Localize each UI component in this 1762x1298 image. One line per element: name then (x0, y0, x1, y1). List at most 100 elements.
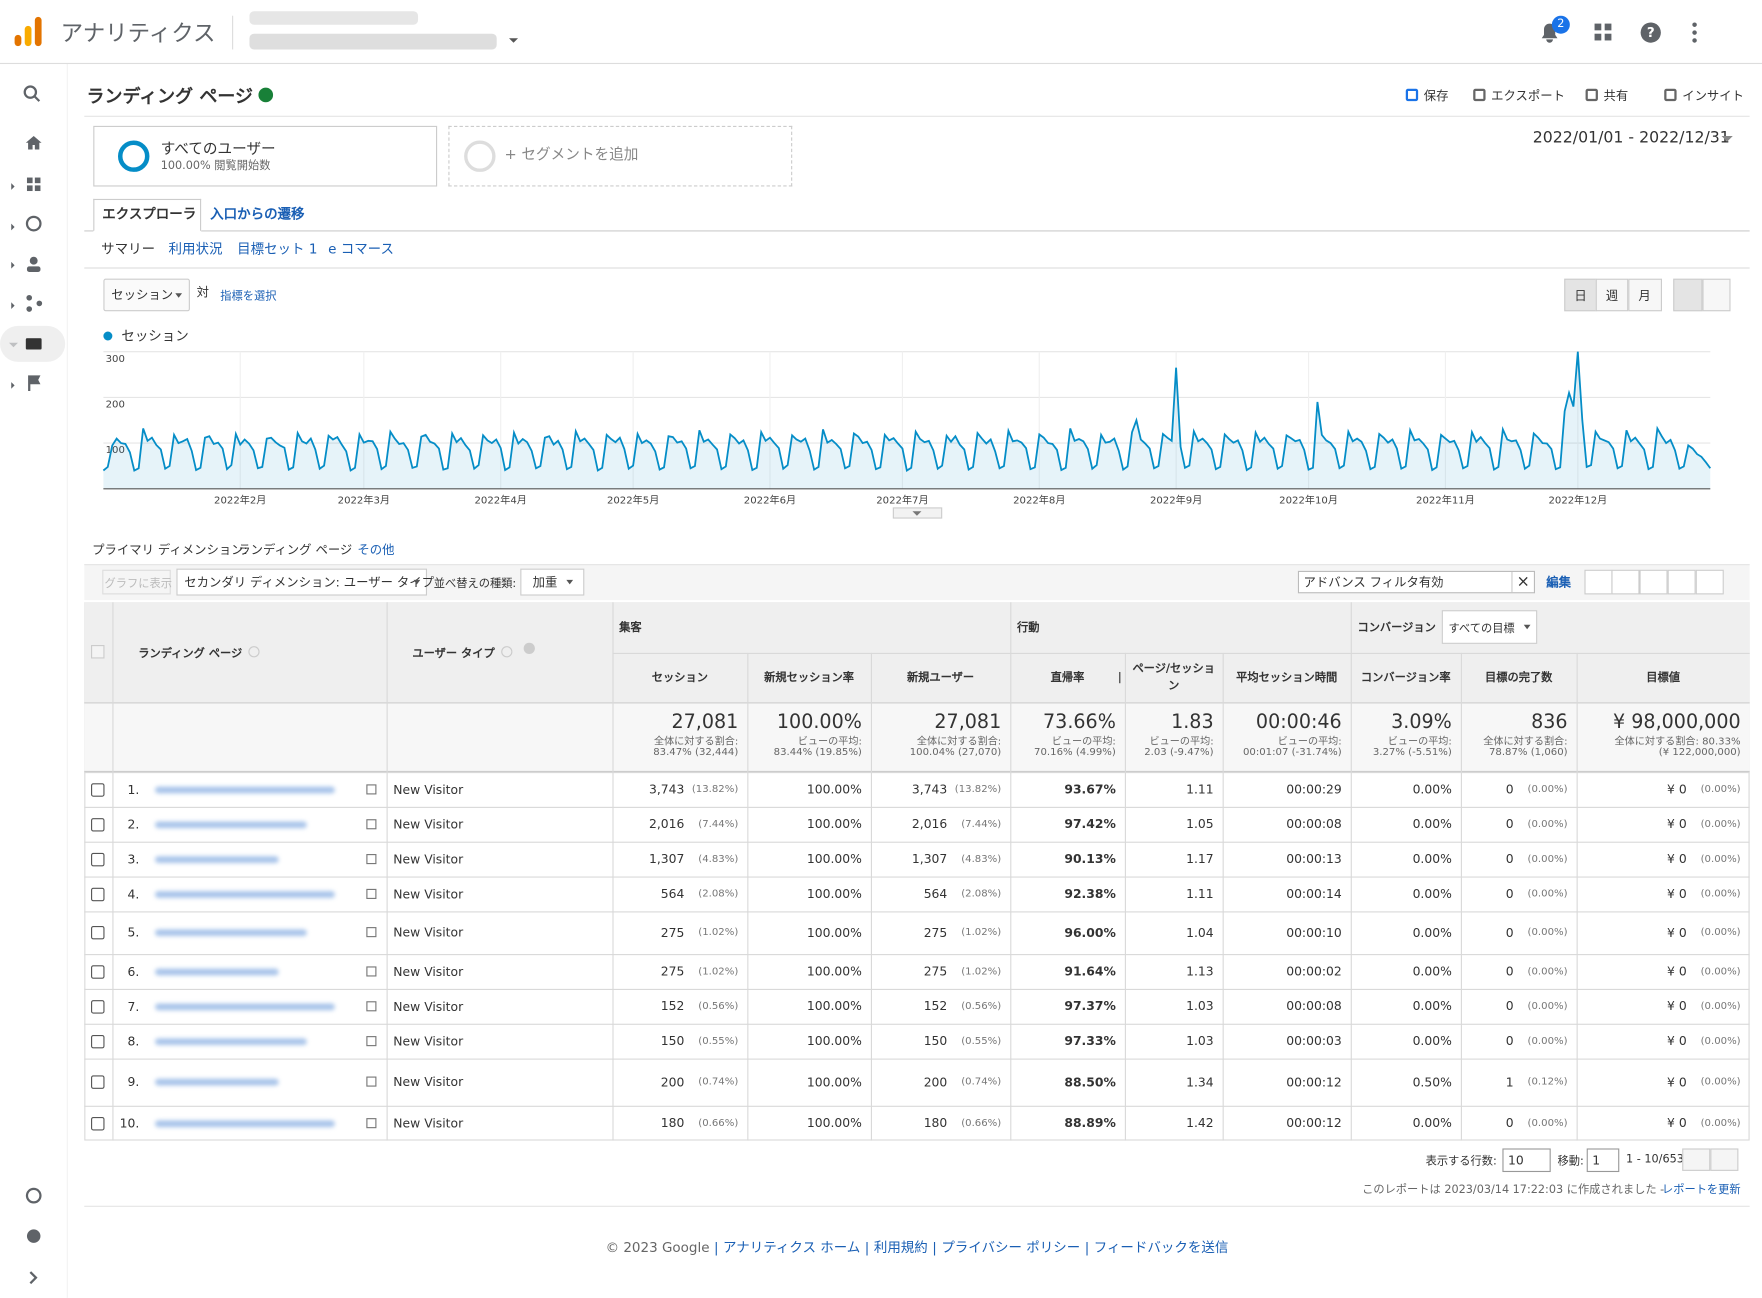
apps-icon[interactable] (1594, 23, 1612, 41)
tab[interactable]: エクスプローラ (102, 206, 197, 222)
help-icon[interactable] (1640, 22, 1661, 43)
blurred-page-link[interactable] (155, 1078, 279, 1086)
refresh-link[interactable]: レポートを更新 (1661, 1183, 1741, 1197)
column-header[interactable]: 直帰率 (1050, 671, 1085, 684)
view-button[interactable] (1667, 569, 1696, 595)
blurred-property (249, 33, 497, 50)
row-checkbox[interactable] (91, 1116, 105, 1130)
remove-dimension[interactable] (523, 642, 535, 655)
granularity-button[interactable] (1564, 278, 1597, 312)
more-icon[interactable] (1692, 22, 1697, 43)
footer-link[interactable]: プライバシー ポリシー (941, 1239, 1081, 1256)
chart-type-button[interactable] (1673, 278, 1703, 312)
row-checkbox[interactable] (91, 1034, 105, 1048)
cell: 100.00% (747, 772, 871, 807)
footer-link[interactable]: アナリティクス ホーム (723, 1239, 861, 1256)
goto-input[interactable] (1586, 1148, 1620, 1173)
add-segment[interactable]: + セグメントを追加 (504, 146, 639, 164)
blurred-page-link[interactable] (155, 1002, 335, 1010)
total-value: 27,081 (934, 711, 1002, 734)
action-button[interactable]: インサイト (1682, 88, 1745, 104)
rows-value: 10 (1508, 1153, 1524, 1169)
action-button[interactable]: エクスポート (1491, 88, 1565, 104)
row-checkbox[interactable] (91, 887, 105, 901)
subtab[interactable]: 目標セット 1 (237, 241, 318, 257)
goal-select[interactable] (1441, 610, 1538, 644)
column-header[interactable]: 新規ユーザー (906, 671, 975, 684)
select-metric[interactable]: 指標を選択 (220, 290, 277, 303)
blurred-page-link[interactable] (155, 1119, 335, 1127)
row-checkbox[interactable] (91, 782, 105, 797)
secondary-select[interactable] (176, 568, 428, 596)
total-label: ビューの平均: (1277, 736, 1342, 748)
column-header[interactable]: 目標の完了数 (1484, 671, 1553, 684)
row-checkbox[interactable] (91, 999, 105, 1014)
dropdown-arrow[interactable] (509, 38, 519, 43)
column-header[interactable]: 新規セッション率 (764, 671, 855, 684)
row-checkbox[interactable] (91, 852, 105, 866)
subtab[interactable]: e コマース (328, 241, 394, 257)
add-segment-card[interactable] (448, 125, 793, 187)
next-page[interactable] (1710, 1148, 1739, 1171)
rows-select[interactable] (1502, 1148, 1551, 1173)
footer-link[interactable]: 利用規約 (873, 1239, 928, 1256)
cell: 97.42% (1010, 807, 1125, 842)
cell-value: 275 (923, 964, 948, 979)
segment-card[interactable] (93, 125, 438, 187)
cell-percent: (1.02%) (961, 965, 1002, 978)
cell-value: 0.00% (1412, 851, 1452, 867)
column-border (1010, 602, 1012, 1141)
column-header[interactable]: ランディング ページ (138, 647, 243, 661)
blurred-page-link[interactable] (155, 968, 279, 975)
column-header[interactable]: 目標値 (1646, 671, 1680, 684)
blurred-page-link[interactable] (155, 929, 307, 937)
column-header[interactable]: 平均セッション時間 (1236, 671, 1338, 684)
view-button[interactable] (1695, 569, 1724, 595)
cell-percent: (0.12%) (1527, 1076, 1568, 1088)
row-checkbox[interactable] (91, 817, 105, 831)
blurred-page-link[interactable] (155, 1037, 307, 1045)
filter-clear[interactable]: × (1511, 571, 1533, 593)
cell: 0.00% (1351, 877, 1461, 912)
column-header[interactable]: ページ/セッション (1132, 662, 1215, 693)
cell-percent: (0.00%) (1700, 853, 1741, 865)
subtab[interactable]: 利用状況 (168, 241, 223, 257)
cell-value: 0.00% (1412, 782, 1452, 797)
tab[interactable]: 入口からの遷移 (210, 206, 305, 222)
filter-input[interactable] (1297, 570, 1536, 594)
search-icon[interactable] (23, 85, 41, 102)
column-header[interactable]: ユーザー タイプ (412, 647, 495, 661)
prev-page[interactable] (1682, 1148, 1711, 1171)
column-header[interactable]: セッション (651, 671, 708, 684)
subtab[interactable]: サマリー (101, 241, 156, 257)
cell-value: 0.00% (1412, 1033, 1452, 1049)
view-button[interactable] (1639, 569, 1668, 595)
cell: 00:00:13 (1223, 842, 1351, 877)
blurred-page-link[interactable] (155, 890, 335, 898)
edit-link[interactable]: 編集 (1546, 575, 1571, 590)
header-checkbox[interactable] (91, 645, 105, 659)
row-checkbox[interactable] (91, 1075, 105, 1089)
sort-select[interactable] (520, 568, 585, 596)
action-button[interactable]: 保存 (1423, 88, 1449, 104)
dimension-other[interactable]: その他 (357, 542, 395, 558)
date-range[interactable]: 2022/01/01 - 2022/12/31 (1532, 129, 1730, 148)
cell-value: 0.00% (1412, 925, 1452, 940)
column-header[interactable]: コンバージョン率 (1360, 671, 1451, 684)
chart-type-button[interactable] (1702, 278, 1731, 312)
action-button[interactable]: 共有 (1603, 88, 1629, 104)
blurred-page-link[interactable] (155, 820, 307, 828)
view-button[interactable] (1584, 569, 1613, 595)
cell: 00:00:14 (1223, 877, 1351, 912)
footer-link[interactable]: フィードバックを送信 (1093, 1239, 1229, 1256)
cell: 1.13 (1125, 954, 1223, 989)
granularity-button[interactable] (1628, 278, 1662, 312)
cell-value: 100.00% (806, 998, 862, 1014)
row-checkbox[interactable] (91, 925, 105, 940)
row-checkbox[interactable] (91, 964, 105, 979)
behavior-icon[interactable] (25, 338, 42, 350)
blurred-page-link[interactable] (155, 786, 335, 793)
view-button[interactable] (1611, 569, 1640, 595)
granularity-button[interactable] (1595, 278, 1629, 312)
blurred-page-link[interactable] (155, 855, 279, 863)
